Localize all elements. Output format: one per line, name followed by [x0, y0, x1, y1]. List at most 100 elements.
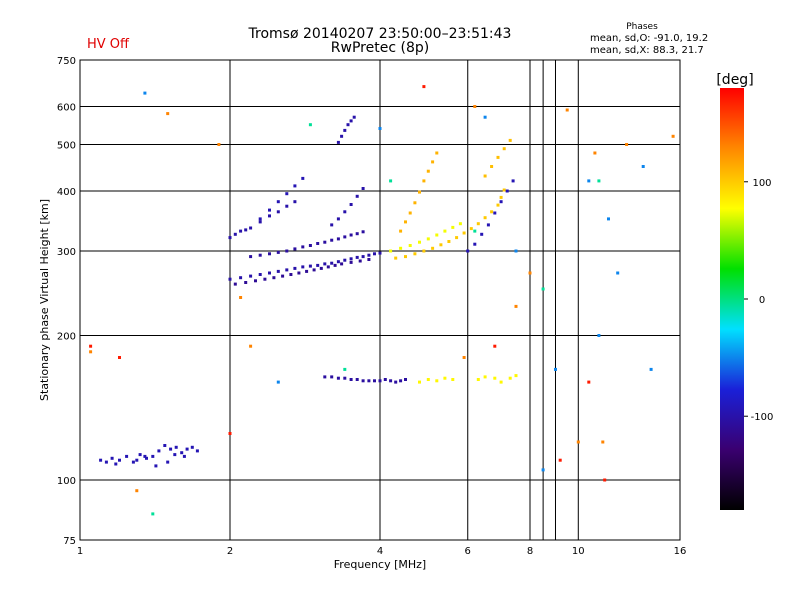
- data-point: [157, 449, 161, 453]
- data-point: [249, 344, 253, 348]
- data-point: [343, 210, 347, 214]
- data-point: [649, 367, 653, 371]
- data-point: [394, 256, 398, 260]
- data-point: [511, 179, 515, 183]
- y-tick-label: 500: [57, 141, 76, 152]
- x-tick-label: 8: [527, 546, 533, 557]
- data-point: [343, 367, 347, 371]
- data-point: [597, 179, 601, 183]
- data-point: [499, 195, 503, 199]
- data-point: [435, 233, 439, 237]
- data-point: [244, 281, 248, 284]
- data-point: [336, 217, 340, 221]
- data-point: [447, 240, 451, 243]
- data-point: [340, 262, 344, 266]
- data-point: [483, 174, 487, 178]
- data-point: [258, 253, 262, 257]
- data-point: [110, 456, 114, 460]
- data-point: [143, 91, 147, 95]
- data-point: [499, 380, 503, 384]
- data-point: [367, 253, 371, 257]
- data-point: [330, 375, 334, 379]
- data-point: [641, 165, 645, 168]
- data-point: [138, 453, 142, 457]
- data-point: [558, 458, 562, 462]
- data-point: [258, 273, 262, 276]
- data-point: [493, 211, 497, 215]
- data-point: [143, 454, 147, 458]
- data-point: [493, 344, 497, 348]
- data-point: [451, 378, 455, 381]
- data-point: [576, 440, 580, 444]
- data-point: [276, 380, 280, 384]
- data-point: [308, 264, 312, 268]
- data-point: [361, 187, 365, 190]
- data-point: [349, 260, 353, 264]
- data-point: [330, 261, 334, 265]
- phases-heading: Phases: [626, 22, 658, 32]
- data-point: [616, 271, 620, 275]
- x-axis: 1 2 4 6 8 10 16: [77, 546, 687, 557]
- data-point: [480, 232, 484, 236]
- grid-lines: [80, 60, 680, 540]
- data-point: [228, 236, 232, 240]
- data-point: [163, 444, 167, 447]
- data-point: [413, 252, 417, 256]
- data-point: [239, 229, 243, 233]
- data-point: [426, 237, 430, 241]
- data-point: [319, 266, 323, 270]
- x-tick-label: 10: [572, 546, 585, 557]
- data-point: [355, 194, 359, 198]
- data-point: [326, 265, 330, 269]
- data-point: [254, 279, 257, 283]
- x-tick-label: 16: [674, 546, 687, 557]
- data-point: [473, 105, 477, 108]
- data-point: [289, 273, 293, 276]
- data-point: [343, 376, 347, 380]
- data-point: [404, 378, 407, 381]
- data-point: [330, 223, 334, 227]
- data-point: [439, 243, 443, 247]
- data-point: [413, 201, 417, 205]
- data-point: [308, 244, 312, 247]
- x-tick-label: 2: [227, 546, 233, 557]
- data-point: [408, 244, 412, 247]
- x-axis-label: Frequency [MHz]: [334, 558, 426, 571]
- x-tick-label: 6: [465, 546, 471, 557]
- data-point: [389, 179, 393, 183]
- data-point: [166, 112, 170, 116]
- data-point: [323, 262, 327, 266]
- data-point: [502, 188, 506, 192]
- y-axis: 75 100 200 300 400 500 600 750: [57, 56, 76, 547]
- data-point: [505, 189, 509, 193]
- data-point: [308, 123, 312, 127]
- data-point: [443, 229, 447, 233]
- data-point: [496, 203, 500, 207]
- data-point: [323, 375, 327, 379]
- data-point: [249, 274, 253, 278]
- data-point: [587, 380, 591, 384]
- data-point: [378, 379, 382, 383]
- chart-title: Tromsø 20140207 23:50:00–23:51:43: [248, 26, 512, 42]
- data-point: [389, 379, 393, 383]
- data-point: [389, 249, 393, 253]
- data-point: [174, 445, 178, 449]
- x-tick-label: 1: [77, 546, 83, 557]
- data-point: [135, 489, 139, 493]
- data-point: [285, 249, 289, 253]
- data-point: [258, 217, 262, 221]
- data-point: [458, 222, 462, 226]
- data-point: [499, 200, 503, 204]
- data-point: [607, 217, 610, 221]
- data-point: [185, 447, 189, 451]
- data-point: [316, 263, 320, 267]
- data-point: [486, 223, 490, 227]
- data-point: [180, 451, 184, 455]
- data-point: [228, 277, 232, 281]
- x-tick-label: 4: [377, 546, 383, 557]
- data-point: [336, 260, 340, 264]
- data-point: [114, 462, 118, 466]
- data-point: [483, 115, 487, 119]
- data-point: [297, 271, 301, 275]
- data-point: [333, 263, 337, 267]
